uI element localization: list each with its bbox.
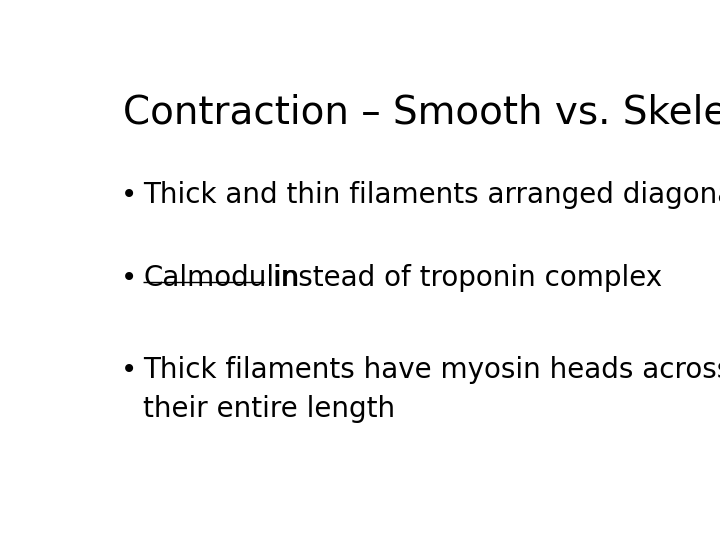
Text: Thick and thin filaments arranged diagonally: Thick and thin filaments arranged diagon… — [143, 181, 720, 209]
Text: Thick filaments have myosin heads across
their entire length: Thick filaments have myosin heads across… — [143, 356, 720, 423]
Text: •: • — [121, 356, 137, 384]
Text: •: • — [121, 265, 137, 292]
Text: Contraction – Smooth vs. Skeletal: Contraction – Smooth vs. Skeletal — [124, 94, 720, 132]
Text: Calmodulin: Calmodulin — [143, 265, 300, 292]
Text: instead of troponin complex: instead of troponin complex — [264, 265, 662, 292]
Text: •: • — [121, 181, 137, 209]
